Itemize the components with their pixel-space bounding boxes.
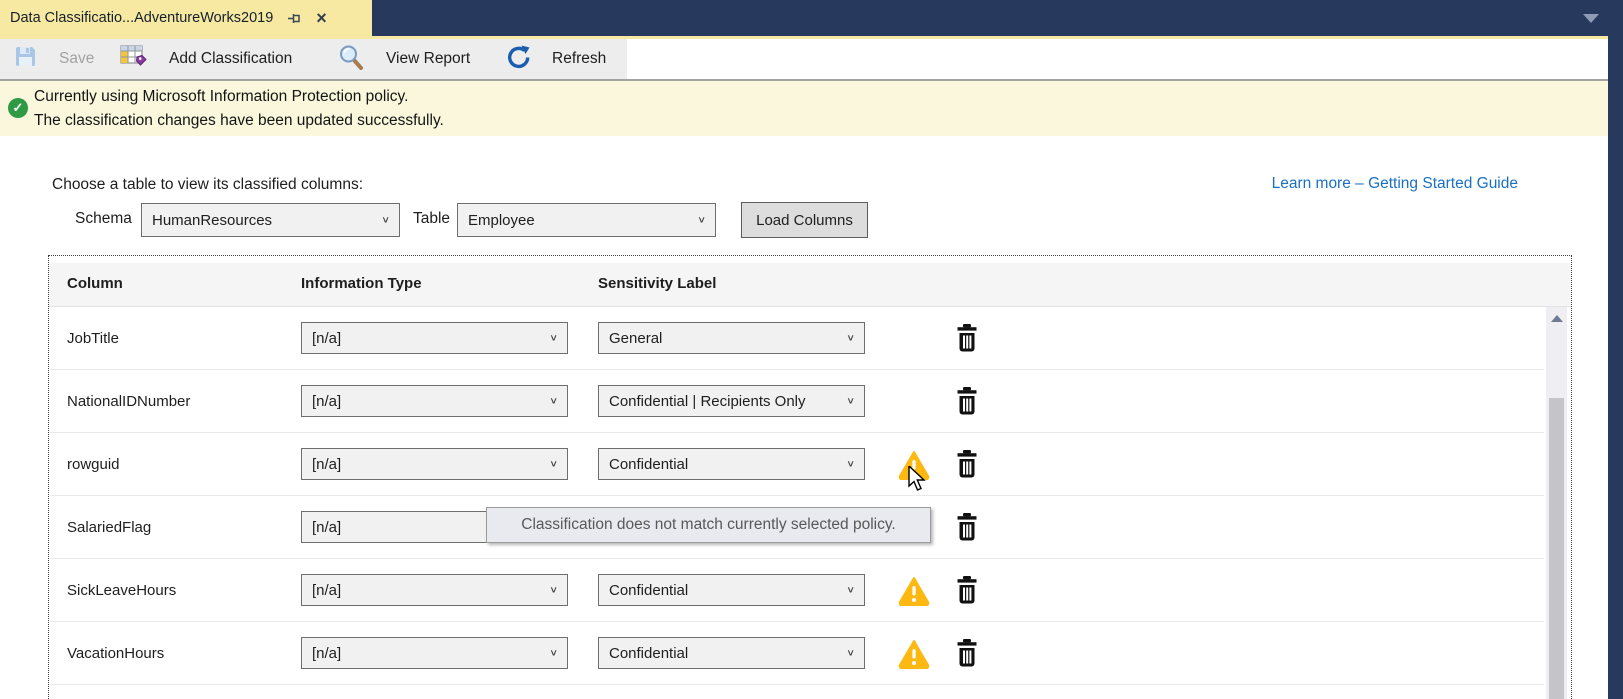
information-type-select-value: [n/a] <box>312 518 342 536</box>
close-icon[interactable]: × <box>316 8 327 28</box>
document-tab-title: Data Classificatio...AdventureWorks2019 <box>10 10 274 26</box>
delete-classification-button[interactable] <box>956 450 978 478</box>
delete-classification-button[interactable] <box>956 639 978 667</box>
delete-classification-button[interactable] <box>956 324 978 352</box>
sensitivity-label-select-value: Confidential | Recipients Only <box>609 392 806 410</box>
learn-more-link[interactable]: Learn more – Getting Started Guide <box>1271 175 1518 192</box>
info-bar-line1: Currently using Microsoft Information Pr… <box>34 88 409 105</box>
info-bar-line2: The classification changes have been upd… <box>34 112 444 129</box>
column-name: SickLeaveHours <box>67 582 177 599</box>
choose-table-label: Choose a table to view its classified co… <box>52 176 364 193</box>
column-name: VacationHours <box>67 645 165 662</box>
pin-icon[interactable] <box>287 11 302 26</box>
chevron-down-icon: ∨ <box>549 458 558 469</box>
information-type-select[interactable]: [n/a] ∨ <box>301 385 568 417</box>
sensitivity-label-select-value: Confidential <box>609 581 689 599</box>
information-type-select[interactable]: [n/a] ∨ <box>301 574 568 606</box>
info-bar: ✓ Currently using Microsoft Information … <box>0 81 1608 136</box>
sensitivity-label-select[interactable]: Confidential | Recipients Only ∨ <box>598 385 865 417</box>
active-tab-underline <box>0 36 1608 39</box>
header-column: Column <box>67 275 123 292</box>
tab-strip: Data Classificatio...AdventureWorks2019 … <box>0 0 1623 36</box>
column-name: rowguid <box>67 456 120 473</box>
chevron-down-icon: ∨ <box>846 647 855 658</box>
table-label: Table <box>413 210 451 227</box>
chevron-down-icon: ∨ <box>549 332 558 343</box>
sensitivity-label-select[interactable]: Confidential ∨ <box>598 637 865 669</box>
chevron-down-icon: ∨ <box>846 458 855 469</box>
check-circle-icon: ✓ <box>8 98 28 118</box>
sensitivity-label-select-value: General <box>609 329 663 347</box>
warning-tooltip: Classification does not match currently … <box>486 507 931 543</box>
column-name: NationalIDNumber <box>67 393 191 410</box>
save-button[interactable]: Save <box>14 39 94 79</box>
table-row: NationalIDNumber [n/a] ∨ Confidential | Rec… <box>50 370 1544 433</box>
information-type-select-value: [n/a] <box>312 455 342 473</box>
grid-header: Column Information Type Sensitivity Labe… <box>49 263 1571 307</box>
information-type-select-value: [n/a] <box>312 581 342 599</box>
load-columns-button[interactable]: Load Columns <box>741 202 868 238</box>
magnifier-icon <box>338 44 364 75</box>
scrollbar-thumb[interactable] <box>1549 398 1564 699</box>
table-tag-icon <box>120 44 147 75</box>
document-tab[interactable]: Data Classificatio...AdventureWorks2019 … <box>0 0 372 36</box>
toolbar-separator <box>0 79 1608 81</box>
vertical-scrollbar[interactable] <box>1546 307 1567 699</box>
table-select-value: Employee <box>468 211 535 229</box>
view-report-button[interactable]: View Report <box>338 39 470 79</box>
refresh-button[interactable]: Refresh <box>506 39 606 79</box>
delete-classification-button[interactable] <box>956 576 978 604</box>
sensitivity-label-select[interactable]: General ∨ <box>598 322 865 354</box>
delete-classification-button[interactable] <box>956 513 978 541</box>
main-content: Choose a table to view its classified co… <box>0 136 1608 699</box>
table-row: rowguid [n/a] ∨ Confidential ∨ <box>50 433 1544 496</box>
column-name: SalariedFlag <box>67 519 152 536</box>
tab-list-chevron-icon[interactable] <box>1583 14 1599 23</box>
sensitivity-label-select[interactable]: Confidential ∨ <box>598 574 865 606</box>
chevron-down-icon: ∨ <box>549 584 558 595</box>
mouse-cursor <box>908 464 932 497</box>
classified-columns-grid: Column Information Type Sensitivity Labe… <box>48 255 1572 699</box>
information-type-select[interactable]: [n/a] ∨ <box>301 448 568 480</box>
table-row: JobTitle [n/a] ∨ General ∨ <box>50 307 1544 370</box>
sensitivity-label-select-value: Confidential <box>609 455 689 473</box>
header-sensitivity-label: Sensitivity Label <box>598 275 717 292</box>
chevron-down-icon: ∨ <box>846 395 855 406</box>
information-type-select[interactable]: [n/a] ∨ <box>301 637 568 669</box>
information-type-select-value: [n/a] <box>312 329 342 347</box>
chevron-down-icon: ∨ <box>697 214 706 225</box>
information-type-select-value: [n/a] <box>312 644 342 662</box>
schema-select[interactable]: HumanResources ∨ <box>141 203 400 237</box>
schema-label: Schema <box>75 210 132 227</box>
chevron-down-icon: ∨ <box>549 395 558 406</box>
sensitivity-label-select[interactable]: Confidential ∨ <box>598 448 865 480</box>
chevron-down-icon: ∨ <box>846 332 855 343</box>
chevron-down-icon: ∨ <box>846 584 855 595</box>
header-information-type: Information Type <box>301 275 422 292</box>
table-row: VacationHours [n/a] ∨ Confidential ∨ <box>50 622 1544 685</box>
save-floppy-icon <box>14 45 37 73</box>
schema-select-value: HumanResources <box>152 211 273 229</box>
add-classification-button[interactable]: Add Classification <box>120 39 292 79</box>
table-select[interactable]: Employee ∨ <box>457 203 716 237</box>
information-type-select[interactable]: [n/a] ∨ <box>301 322 568 354</box>
scroll-up-button[interactable] <box>1546 307 1567 329</box>
ide-right-edge <box>1608 36 1623 699</box>
chevron-down-icon: ∨ <box>549 647 558 658</box>
warning-triangle-icon[interactable] <box>898 576 930 607</box>
information-type-select-value: [n/a] <box>312 392 342 410</box>
sensitivity-label-select-value: Confidential <box>609 644 689 662</box>
chevron-down-icon: ∨ <box>381 214 390 225</box>
delete-classification-button[interactable] <box>956 387 978 415</box>
column-name: JobTitle <box>67 330 119 347</box>
table-row: SickLeaveHours [n/a] ∨ Confidential ∨ <box>50 559 1544 622</box>
toolbar: Save Add Classification View Report <box>0 39 1608 79</box>
refresh-icon <box>506 45 530 74</box>
warning-triangle-icon[interactable] <box>898 639 930 670</box>
